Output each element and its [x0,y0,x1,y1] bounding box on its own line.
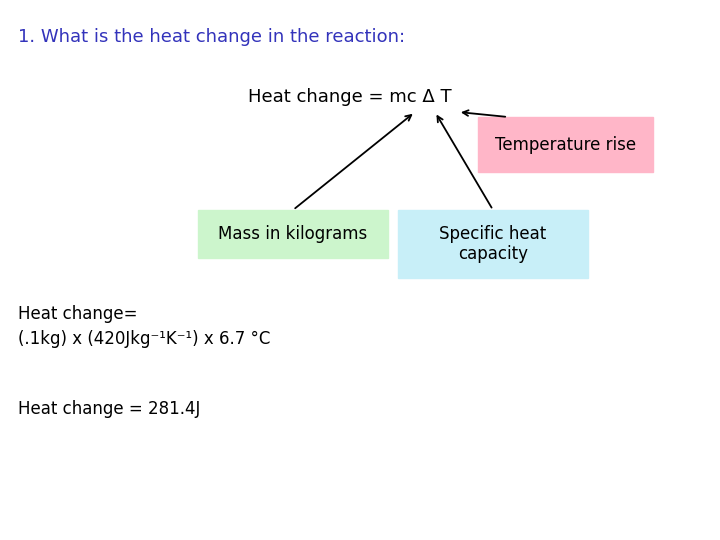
Text: Heat change = 281.4J: Heat change = 281.4J [18,400,200,418]
Text: Mass in kilograms: Mass in kilograms [218,225,368,243]
Text: Heat change = mc Δ T: Heat change = mc Δ T [248,88,451,106]
Text: (.1kg) x (420Jkg⁻¹K⁻¹) x 6.7 °C: (.1kg) x (420Jkg⁻¹K⁻¹) x 6.7 °C [18,330,271,348]
Text: Specific heat
capacity: Specific heat capacity [439,225,546,264]
FancyBboxPatch shape [478,117,653,172]
Text: Heat change=: Heat change= [18,305,138,323]
FancyBboxPatch shape [398,210,588,278]
Text: 1. What is the heat change in the reaction:: 1. What is the heat change in the reacti… [18,28,405,46]
FancyBboxPatch shape [198,210,388,258]
Text: Temperature rise: Temperature rise [495,136,636,153]
